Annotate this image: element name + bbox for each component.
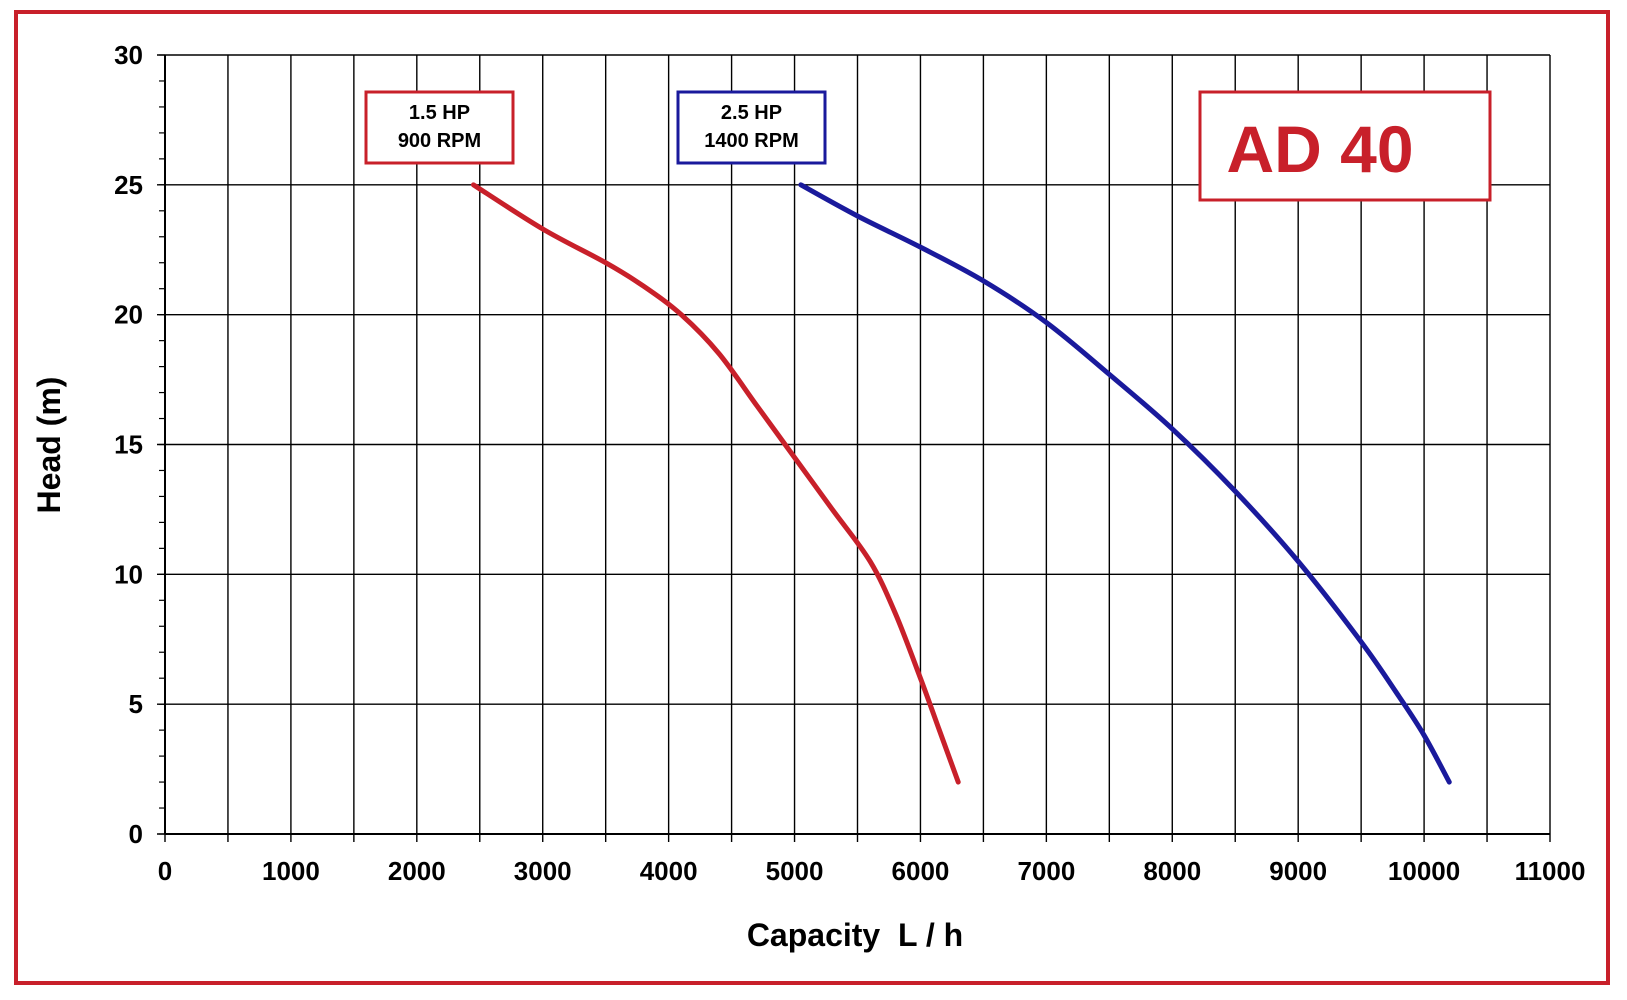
y-tick-label: 20: [114, 300, 143, 330]
y-tick-label: 25: [114, 170, 143, 200]
series-line-2: [798, 182, 1452, 785]
chart-title: AD 40: [1226, 112, 1413, 186]
y-axis-title: Head (m): [31, 377, 67, 514]
y-tick-label: 5: [129, 689, 143, 719]
x-tick-label: 0: [158, 856, 172, 886]
y-tick-label: 10: [114, 559, 143, 589]
y-tick-label: 15: [114, 430, 143, 460]
grid-layer: [157, 54, 1551, 842]
ticks-layer: 0 5 10 15 20 25 30 0 1000 2000 3000 4000 5000 6000 700…: [114, 40, 1585, 886]
series-label-box-2: [676, 90, 827, 165]
x-axis-title: Capacity L / h: [747, 917, 963, 953]
y-tick-label: 0: [129, 819, 143, 849]
series-line-1: [470, 182, 961, 785]
x-tick-label: 4000: [640, 856, 698, 886]
x-tick-label: 5000: [766, 856, 824, 886]
x-tick-label: 10000: [1388, 856, 1460, 886]
x-tick-label: 11000: [1515, 856, 1586, 886]
series-label-text-1: 900 RPM: [398, 130, 481, 152]
x-tick-label: 1000: [262, 856, 320, 886]
title-badge: AD 40: [1198, 90, 1492, 202]
x-tick-label: 6000: [892, 856, 950, 886]
series-label-text-2: 1400 RPM: [704, 130, 799, 152]
y-tick-label: 30: [114, 40, 143, 70]
chart-frame: [14, 10, 1610, 985]
series-label-box-1: [364, 90, 515, 165]
x-tick-label: 9000: [1269, 856, 1327, 886]
x-tick-label: 3000: [514, 856, 572, 886]
x-tick-label: 7000: [1017, 856, 1075, 886]
x-tick-label: 2000: [388, 856, 446, 886]
title-badge-box: [1198, 90, 1492, 202]
series-label-text-2: 2.5 HP: [721, 102, 782, 124]
series-label-text-1: 1.5 HP: [409, 102, 470, 124]
series-layer: [470, 182, 1452, 785]
x-tick-label: 8000: [1143, 856, 1201, 886]
labels-layer: 1.5 HP 900 RPM 2.5 HP 1400 RPM: [364, 90, 827, 165]
